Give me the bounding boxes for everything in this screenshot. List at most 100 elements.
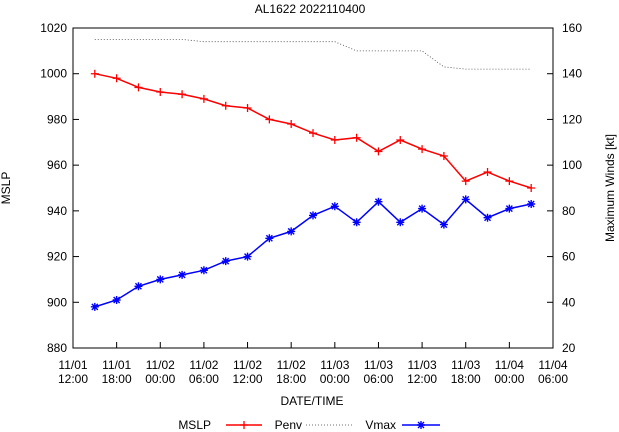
data-point [309, 211, 317, 220]
data-point [265, 234, 274, 243]
data-point [287, 120, 296, 128]
data-point [156, 88, 165, 96]
x-tick-label-time: 06:00 [363, 372, 393, 386]
data-point [134, 282, 143, 291]
y-left-tick-label: 960 [47, 158, 67, 172]
data-point [527, 184, 536, 192]
data-point [527, 200, 536, 208]
x-tick-label-date: 11/03 [451, 358, 480, 372]
data-point [287, 227, 296, 236]
x-tick-label-date: 11/02 [277, 358, 306, 372]
data-point [483, 213, 492, 222]
data-point [461, 177, 470, 186]
data-point [418, 204, 427, 213]
data-point [178, 90, 187, 99]
y-right-tick-label: 20 [562, 341, 576, 355]
data-point [505, 177, 514, 186]
data-point [483, 168, 492, 176]
x-axis-label: DATE/TIME [280, 394, 343, 408]
data-point [396, 218, 405, 227]
data-point [199, 266, 208, 275]
data-point [112, 296, 121, 304]
series-penv [94, 39, 532, 70]
plot-border [72, 27, 554, 349]
y-right-tick-label: 40 [562, 295, 576, 309]
x-tick-label-time: 18:00 [276, 372, 306, 386]
x-tick-label-time: 12:00 [233, 372, 263, 386]
x-tick-label-time: 12:00 [407, 372, 437, 386]
y-axis-left: 880 900 920 940 960 980 1000 1020 [40, 21, 79, 355]
y-right-tick-label: 60 [562, 250, 576, 264]
y-axis-left-label: MSLP [0, 172, 13, 205]
series-vmax [90, 195, 536, 311]
series-mslp [90, 69, 536, 192]
y-axis-right: 20 40 60 80 100 120 140 160 [547, 21, 582, 355]
data-point [352, 218, 361, 227]
x-tick-label-date: 11/03 [408, 358, 437, 372]
data-point [461, 195, 470, 204]
data-point [90, 69, 99, 78]
data-point [221, 101, 230, 110]
x-tick-label-date: 11/03 [320, 358, 349, 372]
x-tick-label-date: 11/02 [189, 358, 218, 372]
x-tick-label-time: 06:00 [538, 372, 568, 386]
plot-area [72, 27, 554, 349]
x-tick-label-time: 00:00 [145, 372, 175, 386]
y-right-tick-label: 80 [562, 204, 576, 218]
y-right-tick-label: 100 [562, 158, 582, 172]
data-point [330, 202, 339, 211]
data-point [352, 133, 361, 142]
data-point [374, 147, 383, 156]
x-tick-label-time: 12:00 [58, 372, 88, 386]
data-point [221, 257, 230, 266]
series-line [94, 39, 532, 70]
y-right-tick-label: 140 [562, 67, 582, 81]
data-point [156, 275, 165, 284]
legend: MSLP Penv Vmax [178, 418, 440, 432]
data-point [418, 145, 427, 154]
y-right-tick-label: 120 [562, 112, 582, 126]
data-point [112, 74, 121, 83]
y-right-tick-label: 160 [562, 21, 582, 35]
data-point [439, 152, 448, 160]
data-point [505, 204, 514, 213]
legend-label-penv: Penv [275, 418, 302, 432]
data-point [330, 136, 339, 144]
x-tick-label-date: 11/02 [233, 358, 262, 372]
legend-label-vmax: Vmax [365, 418, 396, 432]
data-point [199, 94, 208, 103]
y-left-tick-label: 880 [47, 341, 67, 355]
data-point [90, 302, 99, 311]
series-layer [90, 39, 536, 311]
x-tick-label-date: 11/04 [538, 358, 567, 372]
data-point [309, 129, 317, 138]
data-point [134, 83, 143, 92]
x-tick-label-date: 11/01 [102, 358, 131, 372]
legend-marker [417, 421, 425, 429]
legend-marker [240, 421, 248, 429]
data-point [243, 252, 252, 261]
data-point [374, 197, 383, 206]
x-axis: 11/0112:0011/0118:0011/0200:0011/0206:00… [58, 342, 568, 386]
y-left-tick-label: 940 [47, 204, 67, 218]
x-tick-label-date: 11/01 [58, 358, 87, 372]
data-point [178, 270, 187, 279]
x-tick-label-date: 11/04 [495, 358, 524, 372]
legend-label-mslp: MSLP [178, 418, 211, 432]
y-left-tick-label: 1000 [40, 67, 67, 81]
x-tick-label-time: 18:00 [451, 372, 481, 386]
x-tick-label-time: 00:00 [494, 372, 524, 386]
x-tick-label-date: 11/02 [146, 358, 175, 372]
y-left-tick-label: 980 [47, 112, 67, 126]
y-left-tick-label: 1020 [40, 21, 67, 35]
x-tick-label-time: 18:00 [102, 372, 132, 386]
x-tick-label-date: 11/03 [364, 358, 393, 372]
data-point [439, 220, 448, 229]
data-point [265, 115, 274, 124]
data-point [243, 104, 252, 112]
data-point [396, 136, 405, 144]
y-axis-right-label: Maximum Winds [kt] [603, 134, 617, 242]
x-tick-label-time: 00:00 [320, 372, 350, 386]
x-tick-label-time: 06:00 [189, 372, 219, 386]
